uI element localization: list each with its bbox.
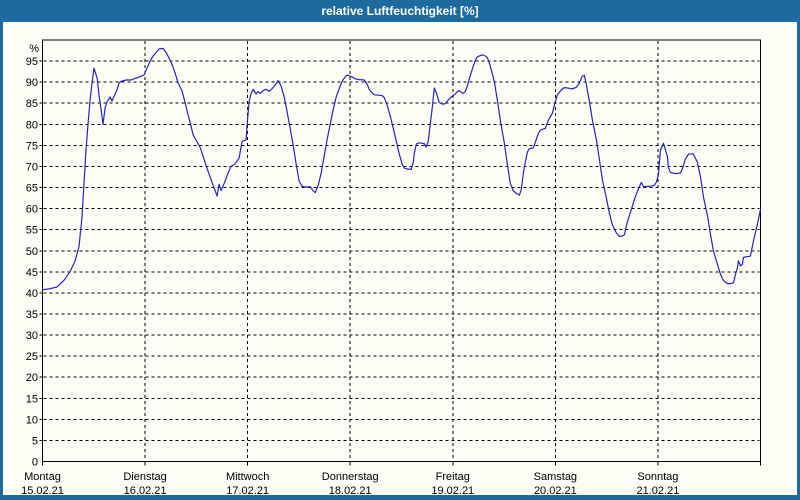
- y-tick-label: 40: [26, 288, 38, 300]
- y-tick-label: 75: [26, 140, 38, 152]
- y-tick-label: 20: [26, 372, 38, 384]
- humidity-line: [41, 47, 762, 291]
- y-tick-label: 60: [26, 204, 38, 216]
- y-tick-label: 30: [26, 330, 38, 342]
- day-name-label: Samstag: [534, 471, 577, 483]
- y-tick-label: 80: [26, 119, 38, 131]
- y-tick-label: 65: [26, 183, 38, 195]
- day-name-label: Montag: [24, 471, 61, 483]
- page-title: relative Luftfeuchtigkeit [%]: [321, 4, 479, 18]
- y-tick-label: 55: [26, 225, 38, 237]
- day-name-label: Donnerstag: [322, 471, 379, 483]
- y-tick-label: 5: [32, 435, 38, 447]
- y-tick-label: 0: [32, 457, 38, 469]
- y-tick-label: 25: [26, 351, 38, 363]
- y-tick-label: 35: [26, 309, 38, 321]
- y-tick-label: 70: [26, 161, 38, 173]
- day-date-label: 17.02.21: [226, 485, 269, 495]
- day-name-label: Freitag: [436, 471, 470, 483]
- y-tick-label: 10: [26, 414, 38, 426]
- plot-border: [42, 39, 761, 462]
- chart-title-bar: relative Luftfeuchtigkeit [%]: [0, 0, 800, 22]
- day-date-label: 19.02.21: [431, 485, 474, 495]
- y-tick-label: 85: [26, 98, 38, 110]
- y-tick-label: 15: [26, 393, 38, 405]
- day-date-label: 21.02.21: [637, 485, 680, 495]
- y-tick-label: 45: [26, 267, 38, 279]
- day-date-label: 15.02.21: [21, 485, 64, 495]
- day-name-label: Sonntag: [637, 471, 678, 483]
- day-name-label: Mittwoch: [226, 471, 269, 483]
- day-date-label: 20.02.21: [534, 485, 577, 495]
- day-date-label: 16.02.21: [124, 485, 167, 495]
- y-axis-unit-label: %: [29, 43, 39, 55]
- y-tick-label: 50: [26, 246, 38, 258]
- y-tick-label: 95: [26, 56, 38, 68]
- humidity-chart: 0 5 10 15 20 25 30 35 40 45 50 55 60 65 70 75 80 85 90 95% M…: [21, 39, 762, 497]
- y-tick-label: 90: [26, 77, 38, 89]
- day-name-label: Dienstag: [123, 471, 166, 483]
- chart-panel: 0 5 10 15 20 25 30 35 40 45 50 55 60 65 70 75 80 85 90 95% M…: [3, 22, 797, 497]
- day-date-label: 18.02.21: [329, 485, 372, 495]
